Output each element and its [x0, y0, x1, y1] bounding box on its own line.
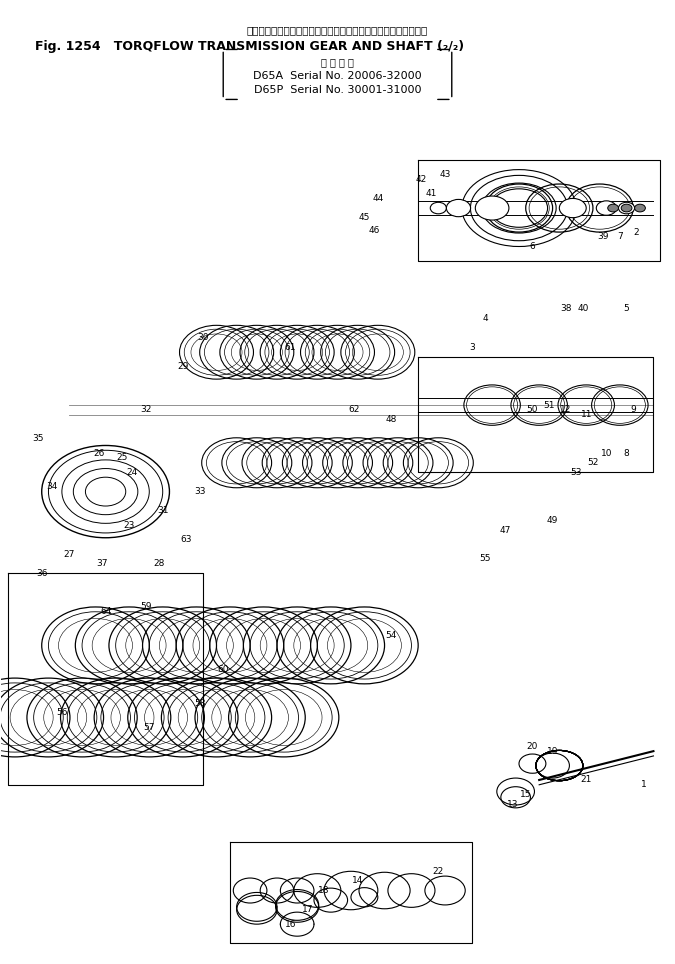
Text: 4: 4 — [483, 314, 488, 323]
Text: 1: 1 — [641, 780, 646, 790]
Text: 48: 48 — [385, 415, 397, 424]
Text: D65P  Serial No. 30001-31000: D65P Serial No. 30001-31000 — [254, 85, 421, 95]
Text: 9: 9 — [630, 406, 636, 415]
Text: 28: 28 — [154, 559, 165, 568]
Text: 22: 22 — [433, 867, 444, 876]
Text: 7: 7 — [617, 232, 623, 241]
Ellipse shape — [446, 200, 470, 217]
Text: 29: 29 — [178, 362, 188, 371]
Text: 30: 30 — [197, 334, 209, 342]
Text: 18: 18 — [319, 886, 330, 895]
Text: 17: 17 — [302, 905, 313, 914]
Text: 56: 56 — [56, 709, 68, 717]
Text: 61: 61 — [285, 343, 296, 352]
Text: 46: 46 — [369, 226, 380, 234]
Text: 55: 55 — [480, 554, 491, 563]
Text: 8: 8 — [624, 448, 629, 458]
Text: 53: 53 — [570, 468, 582, 477]
Text: 6: 6 — [530, 242, 535, 251]
Text: 24: 24 — [127, 468, 138, 477]
Text: 26: 26 — [93, 448, 105, 458]
Text: 19: 19 — [547, 747, 558, 756]
Ellipse shape — [608, 204, 618, 212]
Text: 23: 23 — [124, 521, 135, 530]
Text: 60: 60 — [217, 665, 229, 674]
Text: 58: 58 — [194, 699, 205, 708]
Text: 31: 31 — [157, 506, 169, 516]
Ellipse shape — [560, 199, 586, 218]
Text: 63: 63 — [180, 535, 192, 544]
Text: トルクフロー　トランスミッション　ギヤー　および　シャフト: トルクフロー トランスミッション ギヤー および シャフト — [247, 25, 428, 36]
Text: 11: 11 — [580, 411, 592, 419]
Text: 13: 13 — [506, 799, 518, 809]
Ellipse shape — [430, 202, 446, 214]
Text: 10: 10 — [601, 448, 612, 458]
Text: 12: 12 — [560, 406, 572, 415]
Text: 27: 27 — [63, 549, 74, 558]
Text: 適 用 号 機: 適 用 号 機 — [321, 57, 354, 67]
Ellipse shape — [621, 204, 632, 212]
Text: D65A  Serial No. 20006-32000: D65A Serial No. 20006-32000 — [253, 70, 422, 81]
Ellipse shape — [596, 201, 616, 215]
Text: 37: 37 — [97, 559, 108, 568]
Text: 47: 47 — [500, 525, 511, 535]
Text: 50: 50 — [526, 406, 538, 415]
Text: 45: 45 — [358, 213, 370, 222]
Text: 38: 38 — [560, 305, 572, 313]
Text: 3: 3 — [469, 343, 475, 352]
Text: 33: 33 — [194, 487, 205, 496]
Text: Fig. 1254   TORQFLOW TRANSMISSION GEAR AND SHAFT (₂/₂): Fig. 1254 TORQFLOW TRANSMISSION GEAR AND… — [35, 40, 464, 53]
Text: 62: 62 — [348, 406, 360, 415]
Text: 44: 44 — [372, 194, 383, 203]
Text: 35: 35 — [32, 434, 44, 443]
Text: 20: 20 — [526, 742, 538, 751]
Text: 57: 57 — [144, 723, 155, 732]
Ellipse shape — [475, 196, 509, 220]
Text: 15: 15 — [520, 790, 531, 799]
Text: 52: 52 — [587, 458, 599, 468]
Text: 42: 42 — [416, 174, 427, 184]
Text: 21: 21 — [580, 775, 592, 785]
Text: 41: 41 — [426, 189, 437, 199]
Text: 51: 51 — [543, 401, 555, 410]
Ellipse shape — [634, 204, 645, 212]
Ellipse shape — [618, 202, 634, 214]
Text: 40: 40 — [577, 305, 589, 313]
Text: 32: 32 — [140, 406, 152, 415]
Text: 14: 14 — [352, 876, 363, 885]
Text: 5: 5 — [624, 305, 629, 313]
Text: 25: 25 — [117, 453, 128, 463]
Text: 54: 54 — [385, 631, 397, 640]
Text: 2: 2 — [634, 228, 639, 236]
Text: 59: 59 — [140, 602, 152, 611]
Text: 16: 16 — [285, 920, 296, 928]
Text: 49: 49 — [547, 516, 558, 525]
Text: 43: 43 — [439, 170, 451, 179]
Text: 36: 36 — [36, 569, 47, 577]
Text: 39: 39 — [597, 232, 609, 241]
Text: 64: 64 — [100, 607, 111, 616]
Text: 34: 34 — [46, 482, 57, 492]
